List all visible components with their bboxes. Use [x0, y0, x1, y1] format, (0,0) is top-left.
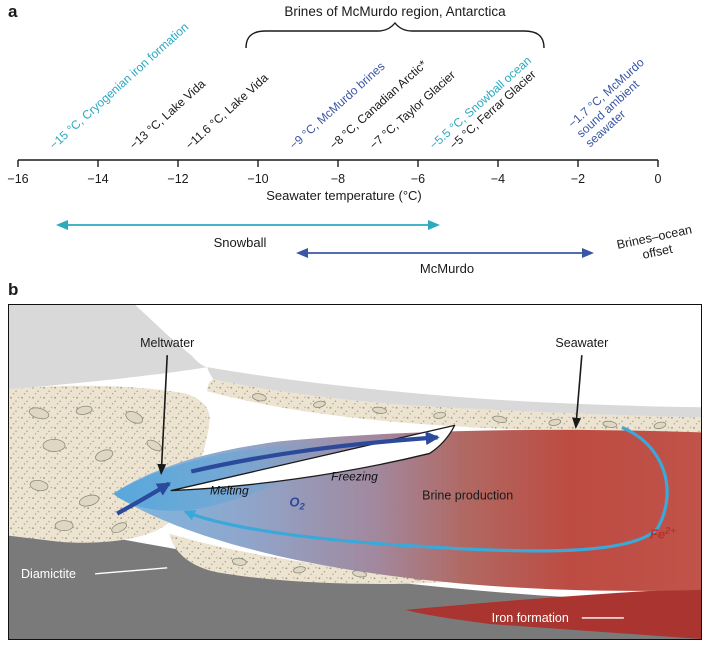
svg-text:−14: −14 — [87, 172, 108, 186]
snowball-range-label: Snowball — [214, 235, 267, 250]
iron-formation-label: Iron formation — [492, 611, 569, 625]
oxygen-symbol: O — [289, 495, 299, 510]
iron-formation-layer — [405, 587, 701, 639]
mcmurdo-range-label: McMurdo — [420, 261, 474, 276]
svg-text:−2: −2 — [571, 172, 585, 186]
svg-text:−4: −4 — [491, 172, 505, 186]
melting-arrow — [116, 481, 172, 516]
temp-label-cryogenian: −15 °C, Cryogenian iron formation — [46, 19, 192, 152]
ice-sheet — [9, 305, 208, 390]
panel-b-schematic: Meltwater Seawater Melting Freezing O2 B… — [8, 304, 702, 640]
curly-brace — [245, 22, 545, 49]
freezing-arrow — [190, 431, 440, 474]
melting-label: Melting — [210, 484, 249, 498]
oxygen-label: O2 — [289, 495, 305, 513]
brine-production-label: Brine production — [422, 489, 513, 503]
meltwater-label: Meltwater — [140, 336, 194, 350]
svg-text:−12: −12 — [167, 172, 188, 186]
brine-circulation-arrow — [183, 425, 669, 553]
svg-text:−8: −8 — [331, 172, 345, 186]
svg-text:0: 0 — [655, 172, 662, 186]
iron-symbol: Fe — [650, 527, 665, 542]
axis-tick-labels: −16 −14 −12 −10 −8 −6 −4 −2 0 — [7, 172, 661, 186]
cross-section-diagram: Meltwater Seawater Melting Freezing O2 B… — [9, 305, 701, 639]
axis-ticks — [17, 160, 659, 167]
oxygen-subscript: 2 — [299, 502, 306, 513]
meltwater-arrow — [157, 355, 169, 476]
axis-title: Seawater temperature (°C) — [266, 188, 421, 203]
seawater-arrow — [572, 355, 583, 430]
diamictite-leader-line — [95, 567, 168, 575]
svg-text:−16: −16 — [7, 172, 28, 186]
diamictite-label: Diamictite — [21, 567, 76, 581]
temperature-axis: −16 −14 −12 −10 −8 −6 −4 −2 0 Seawater t… — [7, 159, 662, 276]
seawater-label: Seawater — [555, 336, 608, 350]
mcmurdo-range-arrow — [296, 248, 594, 258]
svg-text:−6: −6 — [411, 172, 425, 186]
temp-label-snowball-ocean: −5.5 °C, Snowball ocean — [426, 53, 535, 152]
panel-b-letter: b — [8, 280, 19, 299]
panel-a-letter: a — [8, 2, 18, 21]
iron-ion-label: Fe2+ — [650, 526, 676, 542]
snowball-range-arrow — [56, 220, 440, 230]
clast-ellipses — [28, 393, 667, 581]
temp-label-ambient-seawater: −1.7 °C, McMurdo sound ambient seawater — [565, 55, 664, 150]
panel-a-title: Brines of McMurdo region, Antarctica — [284, 4, 506, 19]
iron-superscript: 2+ — [664, 526, 676, 537]
freezing-label: Freezing — [331, 470, 378, 484]
svg-text:−10: −10 — [247, 172, 268, 186]
